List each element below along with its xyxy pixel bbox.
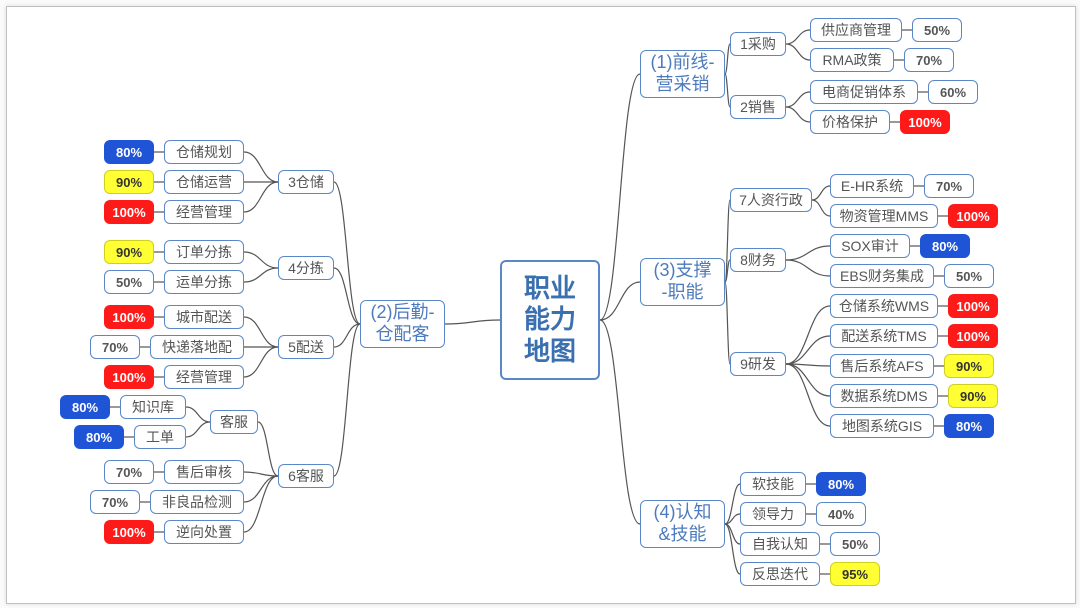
- pct-r-1: 70%: [904, 48, 954, 72]
- pct-l-9: 80%: [74, 425, 124, 449]
- leaf-l-4: 运单分拣: [164, 270, 244, 294]
- pct-r-4: 70%: [924, 174, 974, 198]
- leaf-l-8: 知识库: [120, 395, 186, 419]
- mid-m2: 2销售: [730, 95, 786, 119]
- pct-l-2: 100%: [104, 200, 154, 224]
- pct-r-5: 100%: [948, 204, 998, 228]
- section-s1: (1)前线-营采销: [640, 50, 725, 98]
- pct-l-4: 50%: [104, 270, 154, 294]
- mid-mKF: 客服: [210, 410, 258, 434]
- mid-m7: 7人资行政: [730, 188, 812, 212]
- pct-l-3: 90%: [104, 240, 154, 264]
- mid-m8: 8财务: [730, 248, 786, 272]
- pct-r-14: 40%: [816, 502, 866, 526]
- leaf-r-3: 价格保护: [810, 110, 890, 134]
- pct-r-16: 95%: [830, 562, 880, 586]
- pct-r-9: 100%: [948, 324, 998, 348]
- pct-l-7: 100%: [104, 365, 154, 389]
- pct-r-6: 80%: [920, 234, 970, 258]
- leaf-r-13: 软技能: [740, 472, 806, 496]
- leaf-l-2: 经营管理: [164, 200, 244, 224]
- leaf-r-14: 领导力: [740, 502, 806, 526]
- pct-r-15: 50%: [830, 532, 880, 556]
- leaf-l-12: 逆向处置: [164, 520, 244, 544]
- leaf-r-10: 售后系统AFS: [830, 354, 934, 378]
- mid-m6: 6客服: [278, 464, 334, 488]
- pct-r-2: 60%: [928, 80, 978, 104]
- leaf-r-0: 供应商管理: [810, 18, 902, 42]
- mid-m5: 5配送: [278, 335, 334, 359]
- leaf-l-3: 订单分拣: [164, 240, 244, 264]
- pct-r-10: 90%: [944, 354, 994, 378]
- leaf-r-5: 物资管理MMS: [830, 204, 938, 228]
- leaf-r-2: 电商促销体系: [810, 80, 918, 104]
- section-s2: (2)后勤-仓配客: [360, 300, 445, 348]
- pct-l-11: 70%: [90, 490, 140, 514]
- leaf-r-15: 自我认知: [740, 532, 820, 556]
- pct-l-12: 100%: [104, 520, 154, 544]
- leaf-r-9: 配送系统TMS: [830, 324, 938, 348]
- leaf-r-8: 仓储系统WMS: [830, 294, 938, 318]
- pct-r-3: 100%: [900, 110, 950, 134]
- pct-l-5: 100%: [104, 305, 154, 329]
- leaf-l-7: 经营管理: [164, 365, 244, 389]
- pct-r-8: 100%: [948, 294, 998, 318]
- leaf-l-5: 城市配送: [164, 305, 244, 329]
- pct-r-7: 50%: [944, 264, 994, 288]
- root-node: 职业能力地图: [500, 260, 600, 380]
- leaf-l-11: 非良品检测: [150, 490, 244, 514]
- leaf-r-12: 地图系统GIS: [830, 414, 934, 438]
- pct-l-1: 90%: [104, 170, 154, 194]
- leaf-l-6: 快递落地配: [150, 335, 244, 359]
- pct-r-12: 80%: [944, 414, 994, 438]
- leaf-r-4: E-HR系统: [830, 174, 914, 198]
- mid-m4: 4分拣: [278, 256, 334, 280]
- leaf-l-10: 售后审核: [164, 460, 244, 484]
- pct-r-0: 50%: [912, 18, 962, 42]
- leaf-l-1: 仓储运营: [164, 170, 244, 194]
- pct-r-13: 80%: [816, 472, 866, 496]
- section-s4: (4)认知&技能: [640, 500, 725, 548]
- leaf-r-1: RMA政策: [810, 48, 894, 72]
- pct-l-8: 80%: [60, 395, 110, 419]
- pct-l-0: 80%: [104, 140, 154, 164]
- leaf-l-9: 工单: [134, 425, 186, 449]
- leaf-r-6: SOX审计: [830, 234, 910, 258]
- leaf-r-7: EBS财务集成: [830, 264, 934, 288]
- pct-l-10: 70%: [104, 460, 154, 484]
- mid-m3: 3仓储: [278, 170, 334, 194]
- leaf-r-16: 反思迭代: [740, 562, 820, 586]
- pct-l-6: 70%: [90, 335, 140, 359]
- mid-m1: 1采购: [730, 32, 786, 56]
- mid-m9: 9研发: [730, 352, 786, 376]
- leaf-l-0: 仓储规划: [164, 140, 244, 164]
- section-s3: (3)支撑-职能: [640, 258, 725, 306]
- leaf-r-11: 数据系统DMS: [830, 384, 938, 408]
- pct-r-11: 90%: [948, 384, 998, 408]
